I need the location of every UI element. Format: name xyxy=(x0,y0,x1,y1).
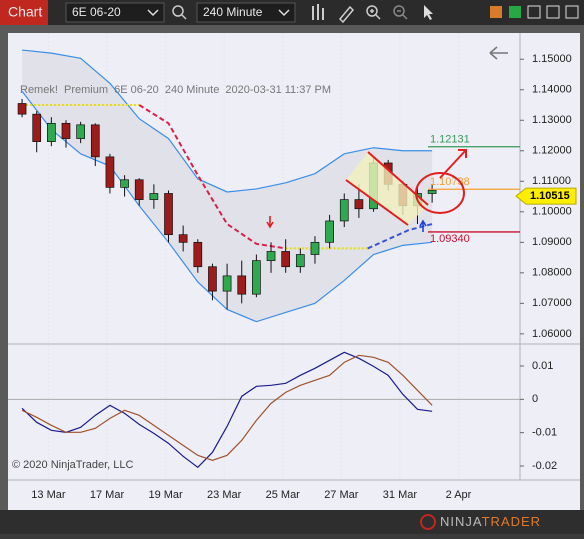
y-tick-label: 1.12000 xyxy=(532,145,572,157)
y-tick-label: 1.10000 xyxy=(532,206,572,218)
y-tick-label: 0.01 xyxy=(532,360,553,372)
pointer-icon[interactable] xyxy=(424,5,433,20)
y-tick-label: 1.07000 xyxy=(532,297,572,309)
candle-body xyxy=(310,241,320,255)
trail-line xyxy=(138,104,286,250)
search-icon[interactable] xyxy=(172,5,184,17)
plot: 13 Mar 17 Mar 19 Mar 23 Mar 25 Mar 27 Mar 31 M… xyxy=(8,33,577,501)
last-price-box xyxy=(515,187,577,205)
x-tick-label: 17 Mar xyxy=(90,489,125,501)
window-button[interactable] xyxy=(509,6,521,18)
oscillator-line xyxy=(21,354,433,461)
y-tick-label: 1.06000 xyxy=(532,328,572,340)
instrument-select[interactable] xyxy=(65,2,165,23)
candle-body xyxy=(295,254,305,268)
window-button[interactable] xyxy=(527,5,541,19)
zoom-in-mark xyxy=(370,9,381,20)
y-tick-label: 1.11000 xyxy=(532,175,571,187)
x-tick-label: 13 Mar xyxy=(31,489,66,501)
x-tick-label: 23 Mar xyxy=(207,489,242,501)
tab-label[interactable]: Chart xyxy=(8,4,42,20)
y-tick-label: -0.01 xyxy=(532,427,557,439)
back-arrow[interactable] xyxy=(489,46,508,60)
y-tick-label: 0 xyxy=(532,393,538,405)
y-tick-label: -0.02 xyxy=(532,460,557,472)
y-tick-label: 1.15000 xyxy=(532,53,572,65)
y-tick-label: 1.14000 xyxy=(532,84,572,96)
chart-title: Remek! Premium 6E 06-20 240 Minute 2020-… xyxy=(20,84,331,96)
candle-body xyxy=(222,275,232,292)
search-icon-handle xyxy=(181,14,187,20)
candle-body xyxy=(76,124,85,139)
x-tick-label: 31 Mar xyxy=(383,489,418,501)
candle-body xyxy=(266,251,276,261)
candle-body xyxy=(325,220,334,243)
window-button[interactable] xyxy=(546,5,560,19)
candle-body xyxy=(339,199,349,222)
dropdown-arrow xyxy=(278,9,290,17)
signal-down xyxy=(266,216,274,229)
candle-body xyxy=(164,193,173,236)
zoom-in-icon[interactable] xyxy=(366,5,378,17)
instrument-label[interactable]: 6E 06-20 xyxy=(72,5,121,19)
logo-part: NINJA xyxy=(440,514,482,529)
candle-body xyxy=(208,266,217,292)
candle-body xyxy=(134,179,144,200)
price-label: 1.10738 xyxy=(430,176,470,188)
window-button[interactable] xyxy=(565,5,579,19)
zoom-out-icon[interactable] xyxy=(393,5,405,17)
candle-body xyxy=(427,190,437,194)
candle-body xyxy=(61,122,71,139)
logo: NINJATRADER xyxy=(440,514,541,529)
candle-body xyxy=(281,251,291,268)
candle-body xyxy=(178,234,188,243)
window-button[interactable] xyxy=(490,6,502,18)
chart-tab[interactable] xyxy=(0,0,48,25)
candle-body xyxy=(47,122,56,142)
candle-body xyxy=(237,275,247,295)
signal-up xyxy=(419,219,427,232)
channel-fill xyxy=(346,152,428,225)
candle-body xyxy=(120,179,129,188)
footer xyxy=(0,510,584,534)
last-price-label: 1.10515 xyxy=(530,190,570,202)
interval-select[interactable] xyxy=(196,2,296,23)
x-tick-label: 19 Mar xyxy=(148,489,183,501)
band-line xyxy=(21,49,433,193)
channel-line xyxy=(345,179,409,226)
candle-body xyxy=(32,113,42,142)
arrow xyxy=(439,149,467,179)
dropdown-arrow xyxy=(147,9,159,17)
price-label: 1.09340 xyxy=(430,233,470,245)
x-tick-label: 2 Apr xyxy=(446,489,472,501)
highlight-ellipse xyxy=(415,172,465,214)
candle-body xyxy=(149,193,159,200)
x-tick-label: 25 Mar xyxy=(266,489,301,501)
candle-body xyxy=(17,103,27,115)
bars-icon[interactable] xyxy=(312,4,324,20)
y-tick-label: 1.09000 xyxy=(532,236,572,248)
candle-body xyxy=(90,124,100,158)
logo-icon xyxy=(420,514,436,530)
draw-icon[interactable] xyxy=(338,5,355,24)
interval-label[interactable]: 240 Minute xyxy=(203,5,263,19)
band-fill xyxy=(22,50,433,322)
channel-line xyxy=(367,151,429,206)
price-label: 1.12131 xyxy=(430,134,470,146)
copyright: © 2020 NinjaTrader, LLC xyxy=(12,459,133,471)
trail-line xyxy=(367,223,433,250)
oscillator-line xyxy=(21,351,433,469)
y-tick-label: 1.13000 xyxy=(532,114,572,126)
logo-part: TRADER xyxy=(482,514,541,529)
candle-body xyxy=(105,156,115,188)
zoom-out-mark xyxy=(397,10,408,20)
x-tick-label: 27 Mar xyxy=(324,489,359,501)
candle-body xyxy=(193,241,203,268)
candle-body xyxy=(252,260,261,295)
y-tick-label: 1.08000 xyxy=(532,267,572,279)
candle-body xyxy=(354,199,364,210)
